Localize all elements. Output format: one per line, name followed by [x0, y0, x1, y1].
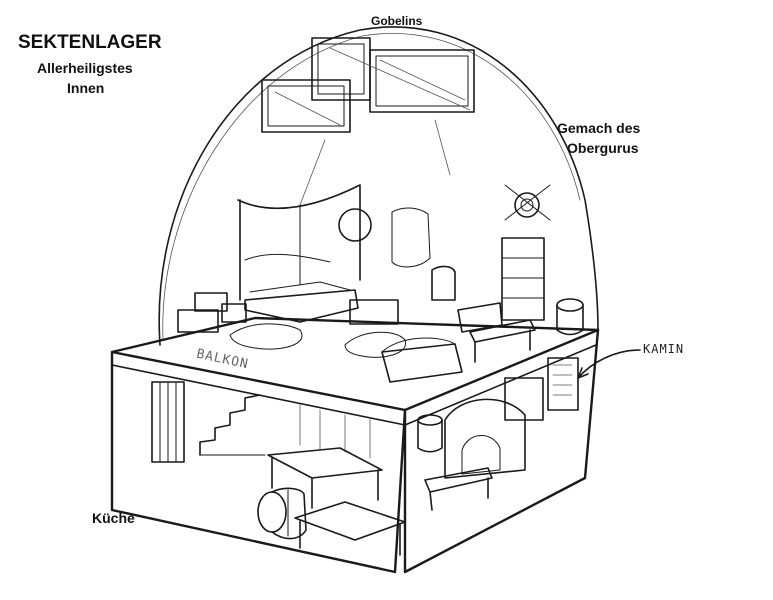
- balcony-table: [469, 319, 536, 363]
- subtitle-line-1: Allerheiligstes: [37, 60, 133, 76]
- canopy-bed: [237, 184, 361, 323]
- chests: [177, 292, 503, 383]
- barrel-upstairs: [556, 298, 584, 336]
- wall-shield: [338, 208, 372, 242]
- label-kamin: KAMIN: [643, 342, 685, 356]
- label-gemach-line-1: Gemach des: [557, 120, 641, 136]
- kitchen-barrel: [257, 487, 307, 540]
- label-gobelins: Gobelins: [371, 14, 423, 28]
- shelf: [501, 237, 545, 321]
- armchair: [431, 265, 456, 301]
- rug-right: [344, 331, 406, 358]
- small-barrel: [417, 414, 443, 453]
- kitchen-back-wall: [299, 404, 371, 459]
- kamin-arrow: [577, 349, 641, 379]
- kitchen-table-front: [294, 501, 406, 556]
- lower-room-walls: [110, 328, 600, 574]
- tapestries: [261, 37, 475, 206]
- door: [151, 381, 185, 463]
- rug-left: [229, 323, 303, 350]
- page-title: SEKTENLAGER: [18, 32, 162, 53]
- label-kueche: Küche: [92, 510, 135, 526]
- stairs: [199, 394, 266, 456]
- subtitle-line-2: Innen: [67, 80, 105, 96]
- label-gemach-line-2: Obergurus: [567, 140, 639, 156]
- animal-hide: [391, 207, 431, 268]
- dome-outline: [158, 26, 599, 346]
- fireplace: [444, 357, 579, 479]
- kitchen-table-back: [267, 447, 383, 509]
- kitchen-bench: [424, 467, 493, 511]
